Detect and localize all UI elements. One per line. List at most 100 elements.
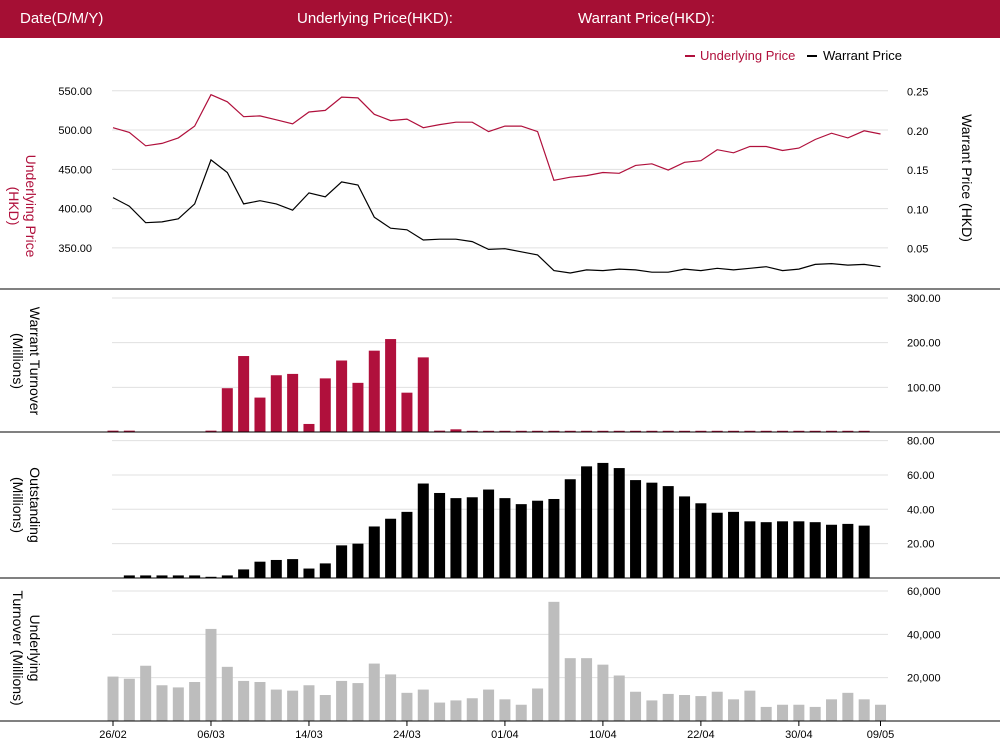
os-bar — [466, 497, 478, 578]
os-bar — [793, 521, 805, 578]
warrant-price-line — [112, 158, 881, 274]
ut-bar — [564, 658, 576, 721]
wt-bar — [809, 430, 821, 432]
ut-bar — [695, 696, 707, 721]
price-left-tick-label: 450.00 — [58, 164, 92, 176]
ut-bar — [711, 691, 723, 721]
ut-bar — [499, 699, 511, 721]
os-bar — [287, 559, 299, 578]
wt-bar — [548, 430, 560, 432]
os-bar — [711, 512, 723, 578]
ut-bar — [532, 688, 544, 721]
wt-bar — [613, 430, 625, 432]
os-bar — [483, 489, 495, 578]
wt-bar — [581, 430, 593, 432]
underlying-turnover-axis-title: UnderlyingTurnover (Millions) — [10, 590, 43, 705]
wt-bar — [646, 430, 658, 432]
os-bar — [352, 543, 364, 578]
chart-header: Date(D/M/Y) Underlying Price(HKD): Warra… — [0, 0, 1000, 38]
wt-bar — [728, 430, 740, 432]
os-bar — [385, 518, 397, 578]
wt-tick-label: 200.00 — [907, 338, 941, 350]
ut-bar — [401, 692, 413, 721]
warrant-price-label: Warrant Price(HKD): — [578, 10, 715, 27]
warrant-turnover-axis: 300.00 200.00 100.00 — [907, 293, 941, 394]
os-bar — [123, 575, 135, 578]
outstanding-bars — [123, 462, 870, 578]
ut-bar — [336, 680, 348, 721]
warrant-turnover-gridlines — [112, 297, 888, 388]
ut-bar — [221, 666, 233, 721]
wt-bar — [842, 430, 854, 432]
os-tick-label: 80.00 — [907, 436, 935, 448]
ut-bar — [777, 704, 789, 721]
ut-bar — [205, 628, 217, 721]
os-bar — [548, 498, 560, 578]
os-bar — [728, 511, 740, 578]
wt-bar — [483, 430, 495, 432]
wt-bar — [319, 378, 331, 432]
wt-bar — [368, 350, 380, 432]
wt-bar — [238, 356, 250, 432]
os-bar — [368, 526, 380, 578]
warrant-turnover-panel: 300.00 200.00 100.00 Warrant Turnover(Mill… — [0, 293, 1000, 433]
os-bar — [254, 561, 266, 578]
os-bar — [336, 545, 348, 578]
wt-bar — [221, 388, 233, 432]
os-bar — [499, 498, 511, 578]
wt-bar — [793, 430, 805, 432]
os-bar — [238, 569, 250, 578]
ut-bar — [581, 658, 593, 721]
price-left-tick-label: 550.00 — [58, 86, 92, 98]
ut-bar — [140, 665, 152, 721]
ut-bar — [875, 704, 887, 721]
warrant-turnover-bars — [107, 339, 870, 432]
underlying-turnover-panel: 60,000 40,000 20,000 UnderlyingTurnover (M… — [0, 586, 1000, 741]
wt-bar — [336, 360, 348, 432]
wt-bar — [466, 430, 478, 432]
os-bar — [646, 482, 658, 578]
ut-bar — [385, 674, 397, 721]
os-tick-label: 40.00 — [907, 504, 935, 516]
wt-bar — [385, 339, 397, 432]
os-tick-label: 20.00 — [907, 539, 935, 551]
os-bar — [140, 575, 152, 578]
ut-bar — [417, 689, 429, 721]
ut-bar — [368, 663, 380, 721]
wt-bar — [417, 357, 429, 432]
wt-bar — [777, 430, 789, 432]
ut-bar — [123, 678, 135, 721]
wt-tick-label: 100.00 — [907, 382, 941, 394]
wt-bar — [858, 430, 870, 432]
ut-bar — [646, 700, 658, 721]
wt-bar — [254, 397, 266, 432]
wt-bar — [107, 430, 119, 432]
ut-tick-label: 60,000 — [907, 586, 941, 598]
ut-bar — [515, 704, 527, 721]
os-bar — [303, 568, 315, 578]
outstanding-axis-title: Outstanding(Millions) — [10, 467, 43, 543]
os-bar — [630, 480, 642, 578]
os-bar — [319, 563, 331, 578]
underlying-price-label: Underlying Price(HKD): — [297, 10, 453, 27]
ut-bar — [287, 690, 299, 721]
ut-bar — [107, 676, 119, 721]
date-tick-label: 06/03 — [197, 729, 225, 741]
ut-bar — [548, 601, 560, 721]
price-left-tick-label: 400.00 — [58, 204, 92, 216]
wt-bar — [499, 430, 511, 432]
ut-bar — [238, 680, 250, 721]
os-bar — [777, 521, 789, 578]
legend-underlying-label: Underlying Price — [700, 48, 795, 63]
wt-bar — [303, 423, 315, 432]
date-tick-label: 22/04 — [687, 729, 715, 741]
date-tick-label: 30/04 — [785, 729, 813, 741]
os-bar — [189, 575, 201, 578]
price-right-tick-label: 0.20 — [907, 126, 928, 138]
ut-tick-label: 40,000 — [907, 629, 941, 641]
wt-bar — [662, 430, 674, 432]
os-bar — [401, 511, 413, 578]
os-bar — [450, 498, 462, 578]
ut-bar — [270, 689, 282, 721]
ut-bar — [630, 691, 642, 721]
